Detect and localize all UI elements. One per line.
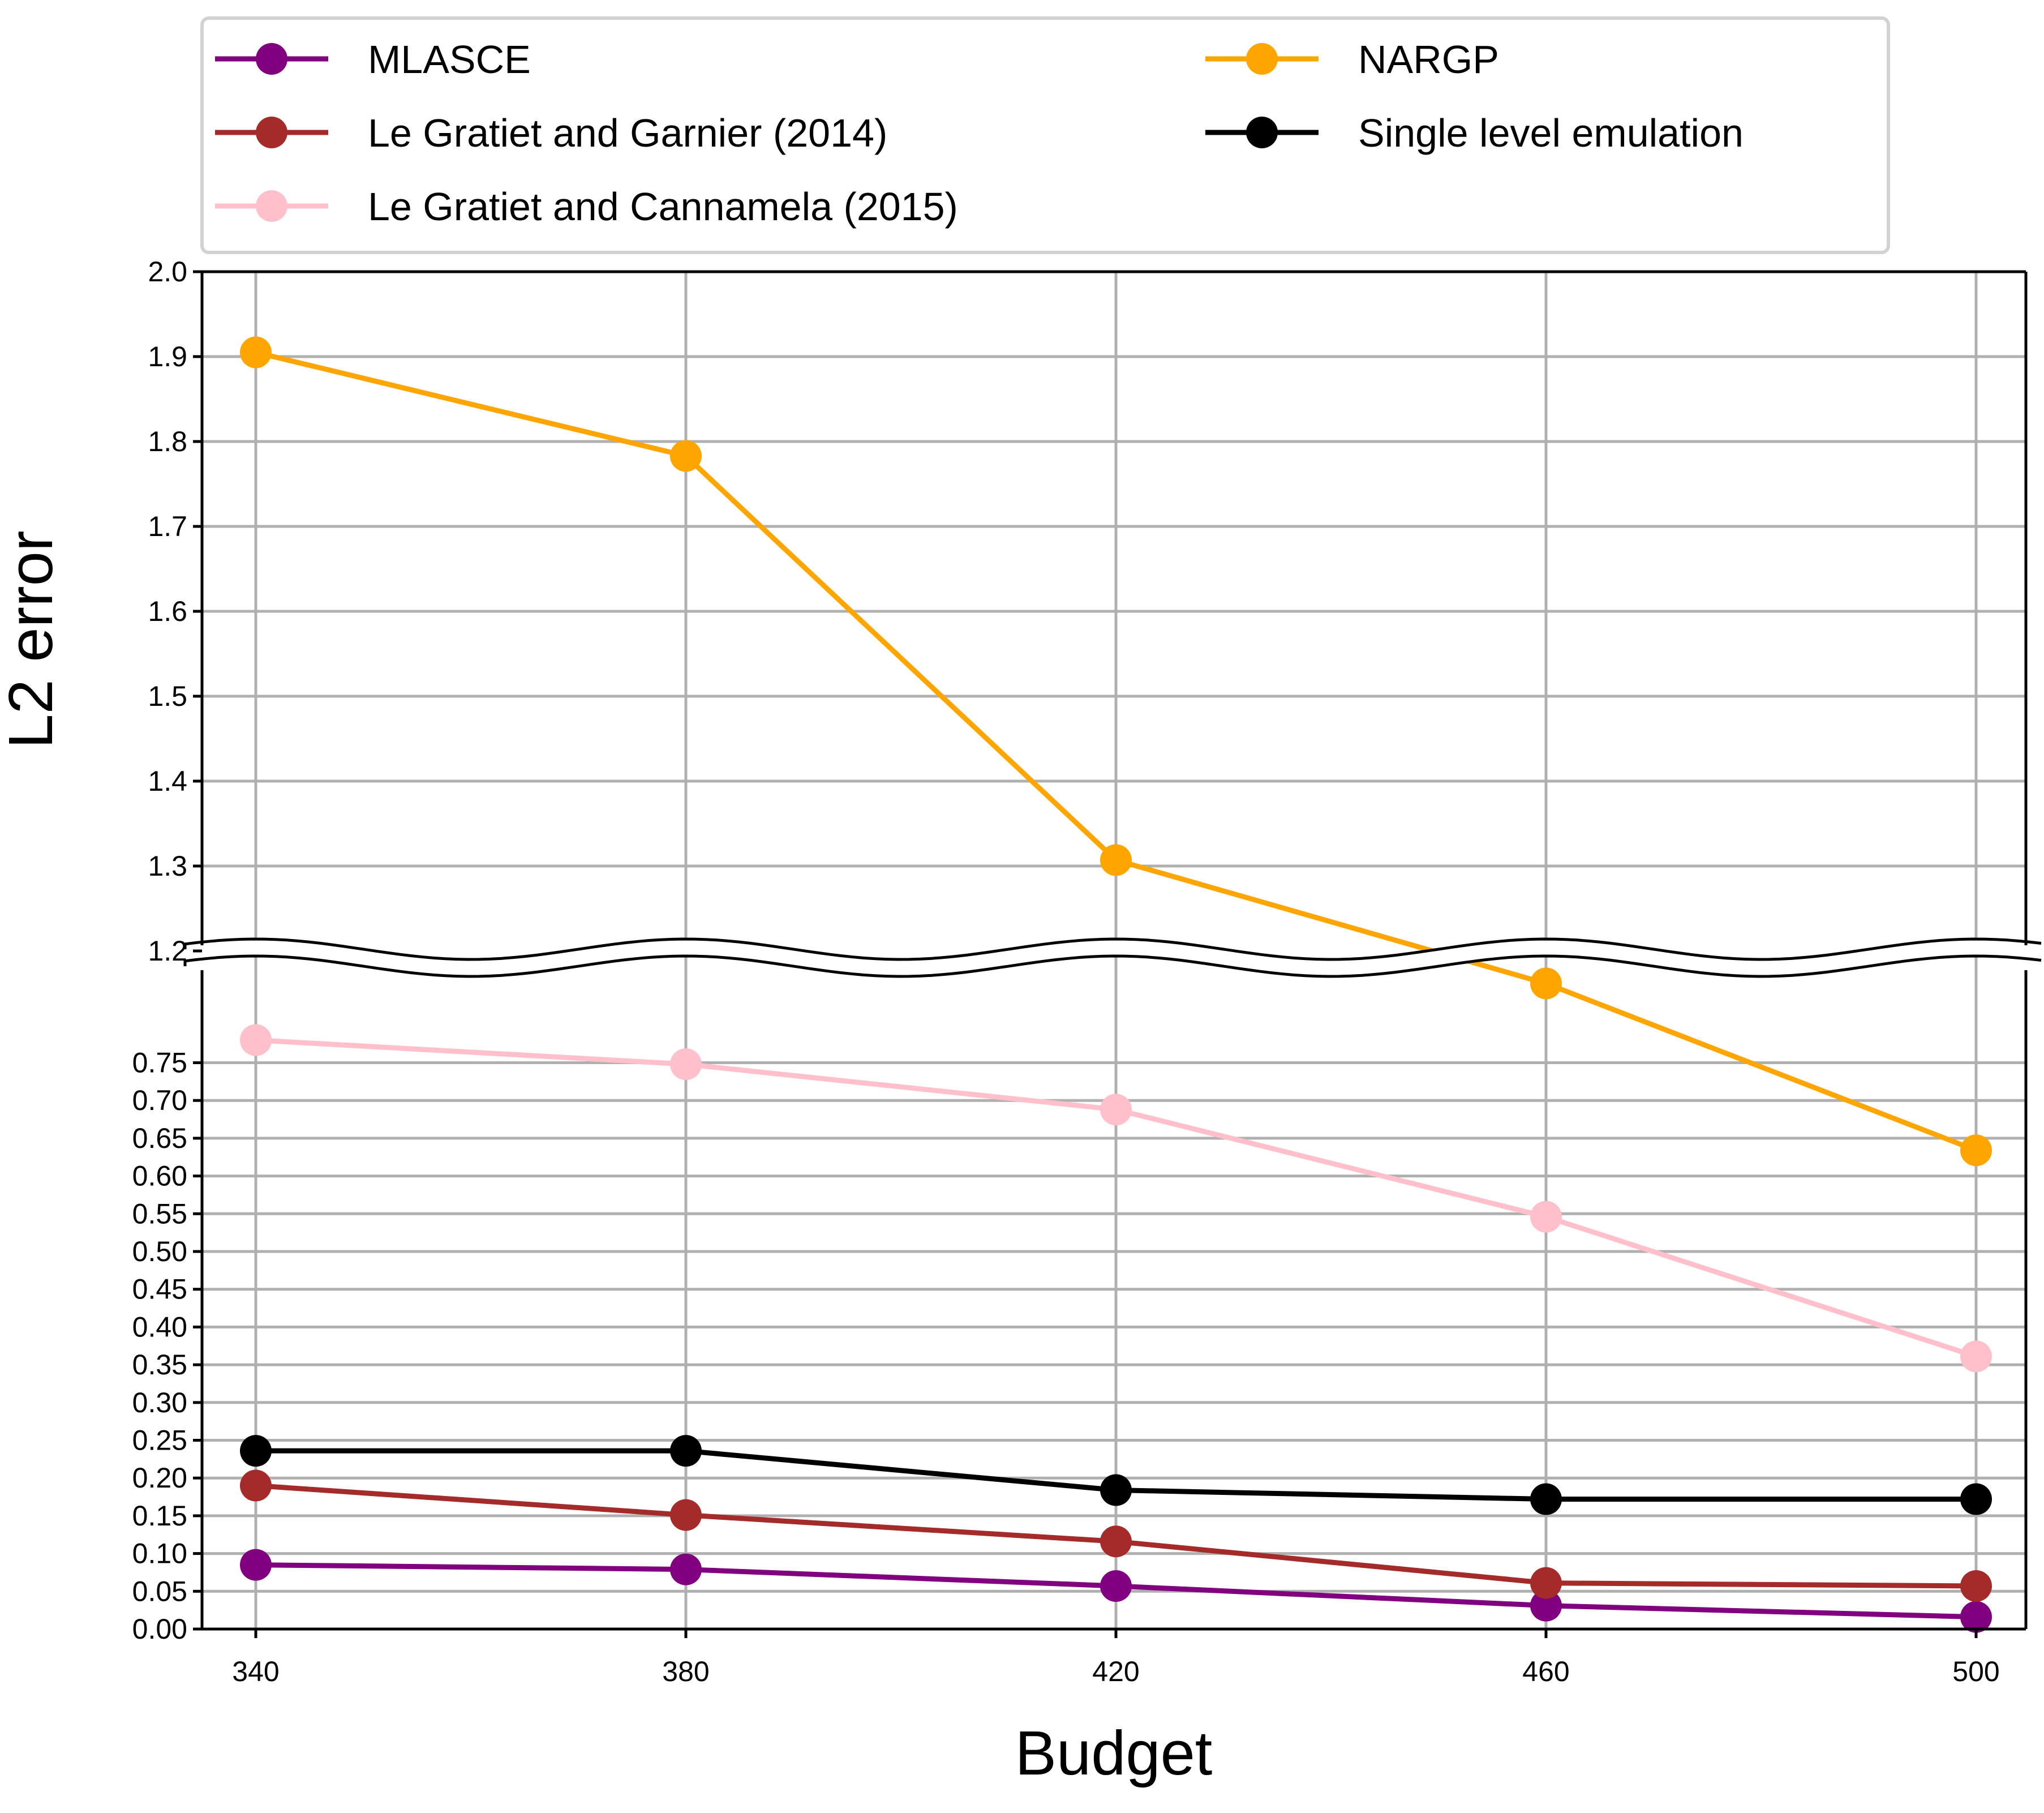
y-tick-label-lower: 0.15 bbox=[132, 1500, 187, 1532]
point-le-gratiet-and-cannamela-2015-340 bbox=[240, 1024, 272, 1056]
legend-item-nargp: NARGP bbox=[1205, 37, 1499, 82]
break-band bbox=[185, 939, 2043, 976]
y-tick-label-upper: 2.0 bbox=[148, 256, 187, 288]
point-single-level-emulation-420 bbox=[1100, 1474, 1132, 1506]
y-tick-label-lower: 0.60 bbox=[132, 1160, 187, 1192]
x-tick-label: 340 bbox=[232, 1656, 279, 1687]
point-le-gratiet-and-cannamela-2015-460 bbox=[1530, 1201, 1562, 1233]
legend-label: Le Gratiet and Garnier (2014) bbox=[368, 111, 887, 155]
y-tick-label-lower: 0.20 bbox=[132, 1462, 187, 1494]
legend-label: MLASCE bbox=[368, 37, 531, 82]
y-tick-label-upper: 1.3 bbox=[148, 850, 187, 882]
point-mlasce-380 bbox=[670, 1553, 702, 1585]
y-tick-label-upper: 1.9 bbox=[148, 341, 187, 372]
legend-swatch-marker bbox=[256, 43, 287, 75]
point-le-gratiet-and-cannamela-2015-500 bbox=[1960, 1340, 1992, 1373]
y-tick-label-lower: 0.10 bbox=[132, 1538, 187, 1570]
axis-break bbox=[183, 937, 2043, 978]
point-nargp-420 bbox=[1100, 844, 1132, 876]
grid bbox=[202, 272, 2026, 1629]
legend-swatch-marker bbox=[256, 190, 287, 222]
y-tick-label-lower: 0.35 bbox=[132, 1349, 187, 1381]
point-single-level-emulation-380 bbox=[670, 1435, 702, 1467]
y-tick-label-lower: 0.05 bbox=[132, 1575, 187, 1607]
y-tick-label-lower: 0.45 bbox=[132, 1274, 187, 1305]
point-single-level-emulation-460 bbox=[1530, 1483, 1562, 1515]
point-le-gratiet-and-garnier-2014-380 bbox=[670, 1499, 702, 1531]
point-single-level-emulation-500 bbox=[1960, 1483, 1992, 1515]
tick-labels: 340 380 420 460 500 0.00 0.05 0.10 0.15 0.20 0.25 0… bbox=[132, 256, 2000, 1687]
point-le-gratiet-and-garnier-2014-420 bbox=[1100, 1525, 1132, 1558]
point-mlasce-460 bbox=[1530, 1589, 1562, 1622]
point-le-gratiet-and-garnier-2014-340 bbox=[240, 1469, 272, 1502]
point-le-gratiet-and-cannamela-2015-380 bbox=[670, 1048, 702, 1081]
y-tick-label-upper: 1.2 bbox=[148, 935, 187, 967]
point-nargp-500 bbox=[1960, 1134, 1992, 1167]
y-tick-label-upper: 1.7 bbox=[148, 511, 187, 542]
point-single-level-emulation-340 bbox=[240, 1435, 272, 1467]
y-tick-label-lower: 0.70 bbox=[132, 1085, 187, 1116]
point-le-gratiet-and-garnier-2014-500 bbox=[1960, 1570, 1992, 1602]
y-tick-label-lower: 0.25 bbox=[132, 1425, 187, 1456]
point-mlasce-500 bbox=[1960, 1601, 1992, 1633]
series-markers bbox=[240, 336, 1992, 1633]
y-tick-label-lower: 0.55 bbox=[132, 1198, 187, 1229]
y-tick-label-lower: 0.75 bbox=[132, 1047, 187, 1079]
y-tick-label-lower: 0.30 bbox=[132, 1387, 187, 1418]
break-line-top bbox=[183, 937, 2042, 961]
x-tick-label: 500 bbox=[1952, 1656, 1999, 1687]
axes-frame bbox=[200, 270, 2028, 1631]
point-nargp-380 bbox=[670, 440, 702, 472]
y-tick-label-lower: 0.40 bbox=[132, 1311, 187, 1343]
x-tick-label: 420 bbox=[1092, 1656, 1139, 1687]
break-line-bottom bbox=[183, 954, 2042, 978]
y-tick-label-upper: 1.5 bbox=[148, 680, 187, 712]
y-tick-label-lower: 0.50 bbox=[132, 1236, 187, 1267]
legend-label: NARGP bbox=[1358, 37, 1499, 82]
point-nargp-340 bbox=[240, 336, 272, 368]
y-tick-label-upper: 1.6 bbox=[148, 595, 187, 627]
y-tick-label-upper: 1.4 bbox=[148, 765, 187, 797]
legend-box bbox=[200, 16, 1890, 254]
legend-item-single-level-emulation: Single level emulation bbox=[1205, 111, 1744, 155]
legend-item-le-gratiet-and-garnier-2014: Le Gratiet and Garnier (2014) bbox=[215, 111, 887, 155]
legend-label: Single level emulation bbox=[1358, 111, 1744, 155]
legend-swatch-marker bbox=[1246, 117, 1278, 148]
y-axis-title: L2 error bbox=[0, 530, 66, 748]
legend: MLASCE Le Gratiet and Garnier (2014) Le Gr… bbox=[200, 16, 1890, 254]
legend-swatch-marker bbox=[256, 117, 287, 148]
legend-item-mlasce: MLASCE bbox=[215, 37, 531, 82]
point-mlasce-420 bbox=[1100, 1570, 1132, 1602]
y-tick-label-upper: 1.8 bbox=[148, 426, 187, 457]
legend-swatch-marker bbox=[1246, 43, 1278, 75]
point-le-gratiet-and-garnier-2014-460 bbox=[1530, 1567, 1562, 1599]
x-tick-label: 380 bbox=[662, 1656, 709, 1687]
legend-item-le-gratiet-and-cannamela-2015: Le Gratiet and Cannamela (2015) bbox=[215, 185, 958, 229]
x-axis-title: Budget bbox=[1015, 1718, 1213, 1788]
y-tick-label-lower: 0.65 bbox=[132, 1122, 187, 1154]
point-nargp-460 bbox=[1530, 967, 1562, 1000]
x-tick-label: 460 bbox=[1522, 1656, 1569, 1687]
point-le-gratiet-and-cannamela-2015-420 bbox=[1100, 1094, 1132, 1126]
point-mlasce-340 bbox=[240, 1549, 272, 1581]
legend-label: Le Gratiet and Cannamela (2015) bbox=[368, 185, 958, 229]
y-tick-label-lower: 0.00 bbox=[132, 1613, 187, 1645]
